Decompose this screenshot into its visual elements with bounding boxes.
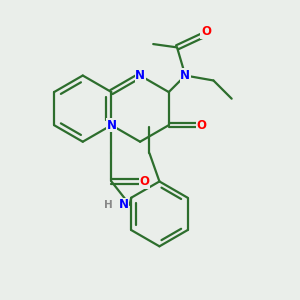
Text: O: O: [197, 119, 207, 132]
Text: O: O: [201, 25, 211, 38]
Text: N: N: [106, 119, 116, 132]
Text: N: N: [135, 69, 145, 82]
Text: N: N: [180, 69, 190, 82]
Text: N: N: [118, 198, 128, 211]
Text: H: H: [103, 200, 112, 210]
Text: O: O: [140, 175, 150, 188]
